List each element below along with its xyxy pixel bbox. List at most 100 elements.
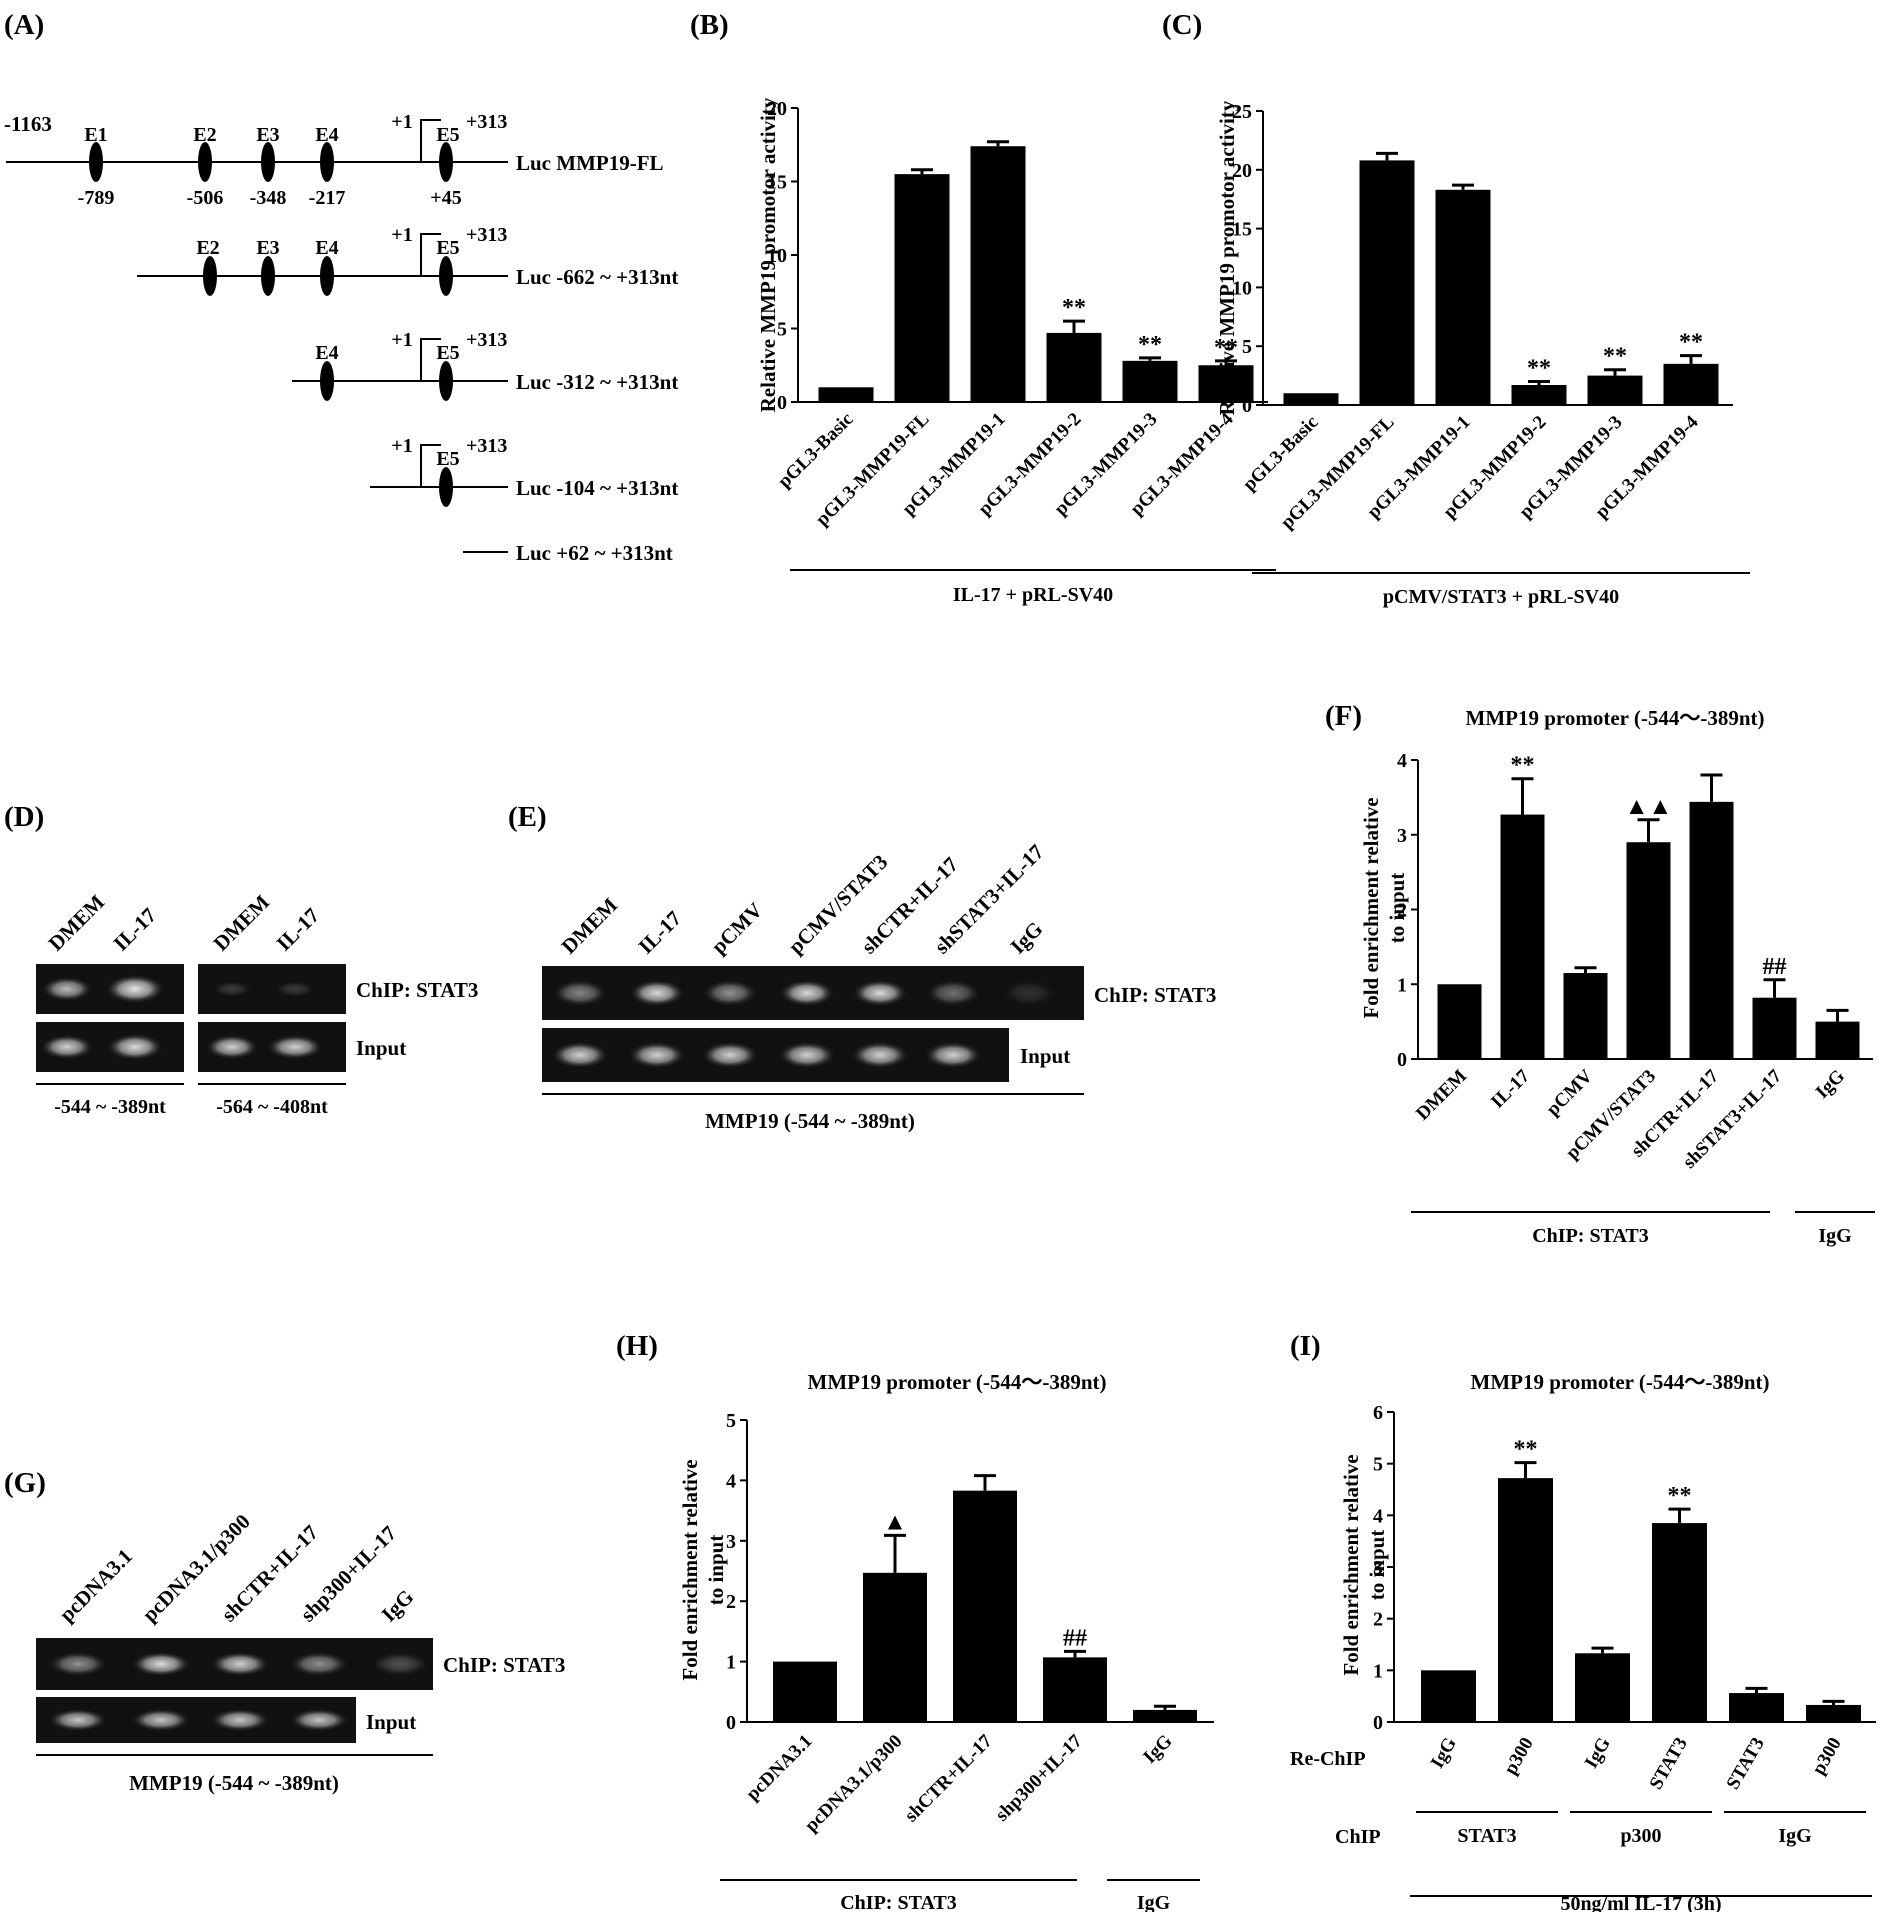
element-e5	[439, 256, 453, 296]
bar-pgl3-mmp19-fl	[1359, 160, 1415, 405]
lane-label: IL-17	[109, 903, 161, 955]
gel-band	[206, 1035, 258, 1059]
gel-band	[106, 975, 164, 1003]
gel-band	[703, 980, 757, 1006]
group-label: pCMV/STAT3 + pRL-SV40	[1383, 586, 1619, 608]
chart-title: MMP19 promoter (-544～-389nt)	[808, 1370, 1107, 1394]
group-label: ChIP: STAT3	[840, 1892, 957, 1912]
y-tick-label: 0	[1397, 1049, 1407, 1071]
gel-band	[371, 1652, 429, 1676]
bar-igg	[1421, 1670, 1476, 1722]
y-axis-label: Fold enrichment relative	[1359, 797, 1383, 1018]
gel-band	[926, 980, 980, 1006]
lane-label: pcDNA3.1	[55, 1544, 138, 1627]
region-label: -564 ~ -408nt	[216, 1096, 328, 1118]
bar-pcdna3-1	[773, 1661, 837, 1722]
bar-shctr-il-17	[1689, 801, 1734, 1059]
gel-band	[132, 1652, 190, 1676]
bar-igg	[1133, 1709, 1197, 1722]
y-tick-label: 15	[767, 172, 787, 194]
y-tick-label: 20	[1232, 160, 1252, 182]
significance-mark: ##	[1063, 1625, 1087, 1651]
significance-mark: **	[1603, 344, 1627, 370]
construct-label-fl: Luc MMP19-FL	[516, 151, 664, 175]
chart-title: MMP19 promoter (-544～-389nt)	[1466, 706, 1765, 730]
x-tick-label: pGL3-Basic	[774, 409, 858, 493]
label-e4: E4	[315, 342, 338, 364]
region-label: MMP19 (-544 ~ -389nt)	[129, 1771, 339, 1795]
gel-band	[629, 1042, 685, 1068]
panel-a-letter: (A)	[4, 9, 44, 41]
y-tick-label: 1	[726, 1652, 736, 1674]
panel-letter: (H)	[616, 1330, 658, 1362]
significance-mark: **	[1214, 335, 1238, 361]
tss-bracket-3	[420, 338, 441, 381]
bar-pgl3-mmp19-3	[1122, 360, 1178, 402]
y-tick-label: 5	[777, 319, 787, 341]
significance-mark: **	[1138, 332, 1162, 358]
fl-start-label: -1163	[4, 112, 52, 136]
construct-fl-elements	[89, 142, 453, 182]
panel-letter: (B)	[690, 9, 729, 41]
x-tick-label: STAT3	[1722, 1734, 1768, 1793]
bar-pgl3-mmp19-2	[1046, 332, 1102, 402]
y-tick-label: 25	[1232, 101, 1252, 123]
y-tick-label: 3	[726, 1531, 736, 1553]
row-label-chip: ChIP	[1335, 1826, 1381, 1848]
significance-mark: **	[1062, 295, 1086, 321]
end-label-1: +313	[466, 111, 507, 133]
construct-label-62: Luc +62 ~ +313nt	[516, 541, 673, 565]
gel-band	[779, 1042, 835, 1068]
x-tick-label: p300	[1500, 1734, 1538, 1778]
x-tick-label: shCTR+IL-17	[901, 1730, 997, 1826]
chip-group-label: p300	[1620, 1825, 1661, 1847]
lane-label: IgG	[1006, 917, 1048, 959]
y-tick-label: 0	[777, 392, 787, 414]
gel-band	[211, 1652, 269, 1676]
bar-pgl3-mmp19-1	[970, 146, 1026, 402]
gel-band	[107, 1034, 163, 1060]
bar-pgl3-basic	[818, 387, 874, 402]
chip-group-label: IgG	[1778, 1825, 1812, 1847]
y-tick-label: 10	[767, 245, 787, 267]
tss-label-1: +1	[391, 111, 412, 133]
panel-h-chart: (H) MMP19 promoter (-544～-389nt) 0 1 2 3 4 5 Fol…	[616, 1330, 1214, 1912]
gel-band	[780, 980, 834, 1006]
bar-pgl3-mmp19-4	[1663, 363, 1719, 405]
chart-title: MMP19 promoter (-544～-389nt)	[1471, 1370, 1770, 1394]
y-tick-label: 4	[726, 1470, 736, 1492]
tss-bracket-2	[420, 233, 441, 276]
significance-mark: ▲	[883, 1509, 907, 1535]
bar-dmem	[1437, 984, 1482, 1059]
tss-bracket-4	[420, 444, 441, 487]
x-tick-label: p300	[1808, 1734, 1846, 1778]
label-e4: E4	[315, 124, 338, 146]
gel-band	[552, 1042, 608, 1068]
panel-a: (A) -1163 E1 E2 E3 E4 E5 -789 -506 -348 …	[4, 9, 678, 565]
bar-pgl3-mmp19-3	[1587, 375, 1643, 405]
gel-band	[853, 980, 907, 1006]
row-label-chip: ChIP: STAT3	[1094, 983, 1216, 1007]
x-tick-label: pCMV	[1543, 1065, 1598, 1120]
bar-pgl3-mmp19-4	[1198, 365, 1254, 402]
end-label-2: +313	[466, 224, 507, 246]
x-tick-label: STAT3	[1645, 1734, 1691, 1793]
bar-pgl3-mmp19-2	[1511, 385, 1567, 405]
element-e5	[439, 467, 453, 507]
chip-group-label: STAT3	[1457, 1825, 1516, 1847]
bar-pcdna3-1-p300	[863, 1572, 927, 1722]
panel-letter: (G)	[4, 1467, 46, 1499]
y-tick-label: 3	[1373, 1557, 1383, 1579]
element-e4	[320, 361, 334, 401]
y-tick-label: 2	[726, 1591, 736, 1613]
bar-shstat3-il-17	[1752, 997, 1797, 1059]
bar-stat3	[1652, 1523, 1707, 1722]
end-label-3: +313	[466, 329, 507, 351]
gel-band	[852, 1042, 908, 1068]
pos-e1: -789	[78, 187, 115, 209]
x-tick-label: shp300+IL-17	[992, 1730, 1087, 1825]
construct-label-312: Luc -312 ~ +313nt	[516, 370, 678, 394]
label-e5: E5	[436, 124, 459, 146]
